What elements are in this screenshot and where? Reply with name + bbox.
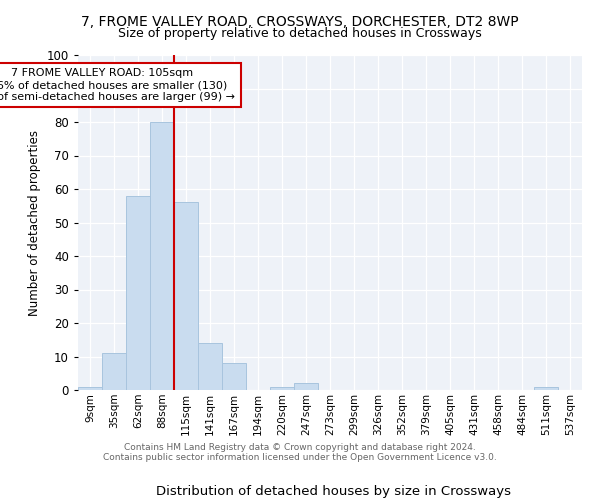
Bar [198,343,222,390]
Text: Distribution of detached houses by size in Crossways: Distribution of detached houses by size … [155,484,511,498]
Text: Contains HM Land Registry data © Crown copyright and database right 2024.
Contai: Contains HM Land Registry data © Crown c… [103,443,497,462]
Bar [78,386,102,390]
Text: Size of property relative to detached houses in Crossways: Size of property relative to detached ho… [118,28,482,40]
Bar [222,363,246,390]
Bar [150,122,174,390]
Bar [102,353,126,390]
Y-axis label: Number of detached properties: Number of detached properties [28,130,41,316]
Bar [294,384,318,390]
Text: 7 FROME VALLEY ROAD: 105sqm
← 56% of detached houses are smaller (130)
43% of se: 7 FROME VALLEY ROAD: 105sqm ← 56% of det… [0,68,235,102]
Bar [534,386,558,390]
Bar [270,386,294,390]
Bar [126,196,150,390]
Text: 7, FROME VALLEY ROAD, CROSSWAYS, DORCHESTER, DT2 8WP: 7, FROME VALLEY ROAD, CROSSWAYS, DORCHES… [81,15,519,29]
Bar [174,202,198,390]
